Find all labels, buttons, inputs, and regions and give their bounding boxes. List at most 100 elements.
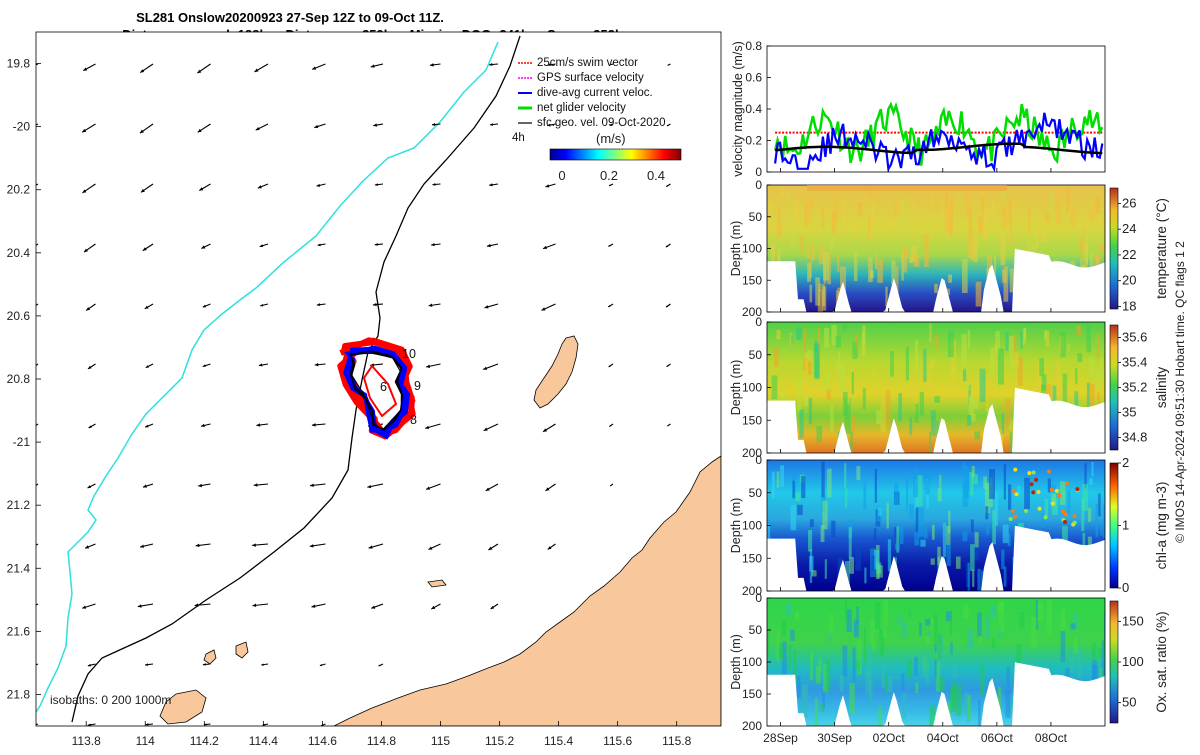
velocity-ytick-label: 0	[755, 165, 762, 179]
section-streak	[1072, 613, 1078, 629]
section-streak	[963, 465, 970, 499]
velocity-arrow-head	[490, 123, 494, 126]
section-streak	[1013, 351, 1019, 367]
section-streak	[1055, 192, 1062, 224]
section-streak	[944, 206, 948, 233]
section-streak	[917, 475, 923, 507]
section-streak	[977, 612, 982, 637]
section-streak	[1104, 631, 1105, 658]
section-streak	[998, 602, 1005, 633]
section-streak	[868, 257, 873, 283]
map-xtick-label: 114.8	[367, 734, 396, 748]
map-xtick-label: 115.8	[662, 734, 691, 748]
section-streak	[876, 410, 882, 425]
section-streak	[1087, 536, 1092, 553]
time-tick-label: 04Oct	[927, 731, 960, 745]
section-streak	[939, 474, 942, 491]
section-streak	[1005, 332, 1009, 351]
section-streak	[1063, 204, 1068, 218]
section-streak	[788, 644, 792, 670]
section-streak	[854, 660, 860, 670]
waypoint-9: 9	[414, 379, 421, 393]
section-streak	[814, 698, 819, 726]
section-streak	[1016, 643, 1022, 664]
section-streak	[978, 216, 984, 234]
section-streak	[1089, 478, 1093, 485]
oxygen-ytick-label: 100	[742, 655, 762, 669]
waypoint-8: 8	[410, 413, 417, 427]
velocity-arrow-head	[200, 423, 205, 428]
map-xtick-label: 114.2	[190, 734, 219, 748]
velocity-arrow-head	[609, 425, 612, 427]
velocity-arrow-head	[142, 484, 147, 488]
velocity-arrow-head	[490, 605, 495, 610]
section-streak	[901, 251, 904, 281]
velocity-arrow-head	[197, 69, 202, 74]
section-streak	[777, 208, 781, 238]
velocity-arrow-head	[666, 305, 669, 308]
velocity-arrow-head	[316, 183, 321, 187]
section-streak	[931, 524, 935, 540]
section-streak	[901, 199, 904, 215]
section-streak	[895, 265, 899, 301]
section-streak	[835, 362, 839, 375]
section-streak	[947, 200, 951, 228]
velocity-arrow-head	[545, 184, 550, 188]
velocity-arrow	[36, 543, 39, 546]
velocity-arrow-head	[547, 546, 552, 550]
section-streak	[770, 243, 776, 274]
velocity-arrow-head	[258, 363, 263, 367]
section-streak	[822, 284, 825, 307]
section-streak	[850, 431, 853, 453]
section-streak	[827, 252, 831, 285]
track-interior	[362, 364, 398, 418]
chlorophyll-colorbar-tick: 0	[1122, 580, 1129, 595]
section-streak	[1043, 330, 1047, 340]
chl-spot	[1013, 467, 1018, 472]
section-streak	[776, 471, 780, 488]
section-streak	[1007, 533, 1011, 547]
chlorophyll-bathymetry-mask	[767, 525, 1105, 591]
section-streak	[970, 519, 974, 533]
section-streak	[1041, 374, 1047, 391]
map-xtick-label: 115.6	[603, 734, 632, 748]
section-streak	[820, 703, 825, 712]
section-streak	[796, 675, 801, 699]
velocity-arrow-head	[140, 69, 145, 73]
velocity-arrow-head	[87, 485, 92, 488]
section-streak	[815, 277, 821, 306]
chl-spot	[1013, 514, 1018, 519]
section-streak	[826, 389, 831, 400]
section-streak	[979, 629, 982, 645]
section-streak	[1003, 266, 1009, 302]
section-streak	[983, 476, 987, 489]
velocity-arrow-head	[311, 604, 316, 608]
velocity-arrow-head	[485, 487, 490, 491]
section-streak	[853, 251, 858, 282]
section-streak	[895, 543, 900, 550]
section-streak	[801, 475, 806, 499]
section-streak	[1009, 217, 1013, 245]
velocity-arrow-head	[256, 423, 261, 427]
section-streak	[1095, 503, 1099, 538]
section-streak	[934, 396, 940, 403]
section-streak	[1009, 268, 1016, 293]
oxygen-colorbar-tick: 50	[1122, 695, 1136, 710]
section-streak	[1097, 648, 1103, 658]
section-streak	[855, 334, 858, 347]
chlorophyll-ytick-label: 50	[749, 486, 763, 500]
section-streak	[1075, 368, 1078, 385]
section-streak	[1091, 462, 1094, 477]
section-streak	[887, 539, 892, 572]
section-streak	[871, 202, 875, 238]
legend-dive: dive-avg current veloc.	[537, 87, 653, 99]
section-streak	[928, 432, 932, 453]
section-streak	[799, 409, 804, 438]
section-streak	[898, 393, 902, 422]
chl-spot	[1063, 512, 1068, 517]
velocity-arrow-head	[140, 188, 145, 193]
section-streak	[1087, 508, 1092, 522]
section-streak	[1008, 199, 1012, 223]
velocity-arrow-head	[667, 64, 669, 66]
glider-track-map: 113.8 114 114.2 114.4 114.6 114.8 115 115.2 115.…	[7, 31, 722, 748]
